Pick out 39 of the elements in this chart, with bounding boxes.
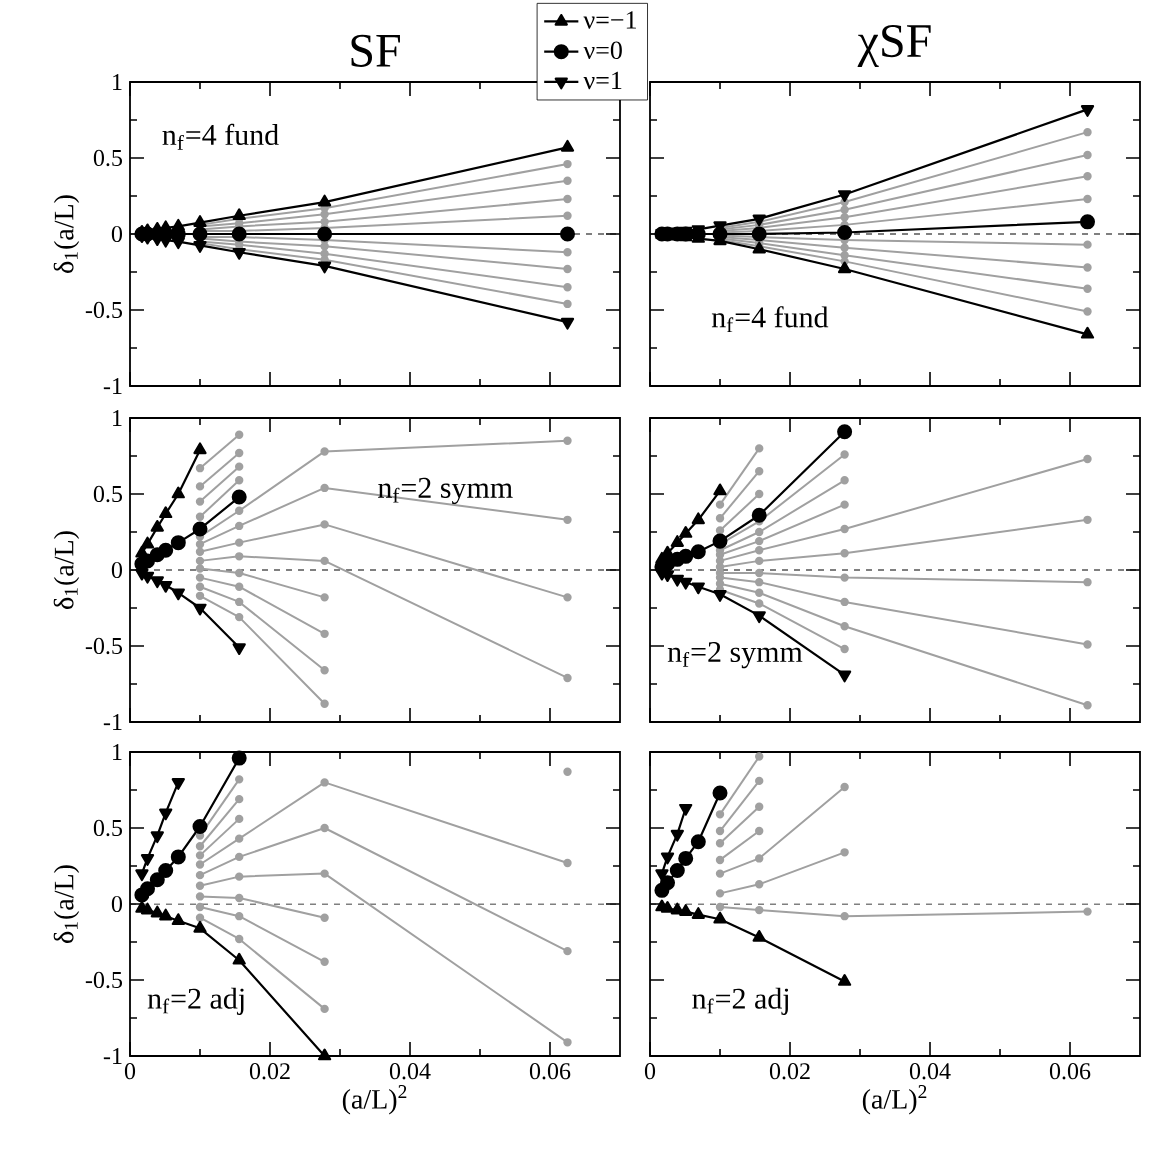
annotation: n$_{f}$=2 adj (147, 987, 244, 1015)
y-tick-label: -1 (103, 378, 122, 394)
chart-title: χSF (857, 24, 931, 67)
x-tick-label: 0.06 (1049, 1063, 1091, 1080)
legend-label: ν=1 (583, 71, 622, 90)
x-tick-label: 0.02 (249, 1063, 290, 1080)
legend-label: ν=0 (583, 41, 622, 60)
y-axis-title: δ$_{1}$(a/L) (53, 865, 80, 943)
legend-label: ν=−1 (583, 11, 636, 29)
annotation: n$_{f}$=4 fund (162, 123, 279, 150)
y-tick-label: 0 (111, 895, 123, 913)
y-tick-label: -1 (103, 1048, 122, 1064)
x-tick-label: 0 (644, 1063, 656, 1080)
annotation: n$_{f}$=2 symm (667, 641, 803, 669)
y-tick-label: -1 (103, 714, 122, 730)
y-axis-title: δ$_{1}$(a/L) (53, 531, 80, 609)
annotation: n$_{f}$=4 fund (711, 306, 829, 333)
y-tick-label: -0.5 (85, 971, 123, 989)
x-tick-label: 0.06 (529, 1063, 571, 1080)
y-tick-label: 0.5 (93, 485, 123, 503)
annotation: n$_{f}$=2 symm (378, 477, 513, 505)
x-tick-label: 0.04 (909, 1063, 951, 1080)
y-tick-label: 1 (113, 744, 122, 760)
y-tick-label: 0 (111, 225, 123, 243)
y-axis-title: δ$_{1}$(a/L) (53, 195, 80, 273)
x-axis-title: (a/L)$^{2}$ (862, 1085, 927, 1115)
y-tick-label: 1 (113, 410, 122, 426)
y-tick-label: 0.5 (93, 149, 123, 167)
x-tick-label: 0.04 (389, 1063, 431, 1080)
x-tick-label: 0.02 (769, 1063, 810, 1080)
annotation: n$_{f}$=2 adj (692, 987, 789, 1015)
y-tick-label: 1 (113, 74, 122, 90)
y-tick-label: 0 (111, 561, 123, 579)
x-axis-title: (a/L)$^{2}$ (342, 1085, 407, 1115)
y-tick-label: 0.5 (93, 819, 123, 837)
y-tick-label: -0.5 (85, 637, 123, 655)
x-tick-label: 0 (124, 1063, 136, 1080)
chart-title: SF (351, 34, 400, 67)
y-tick-label: -0.5 (85, 301, 123, 319)
